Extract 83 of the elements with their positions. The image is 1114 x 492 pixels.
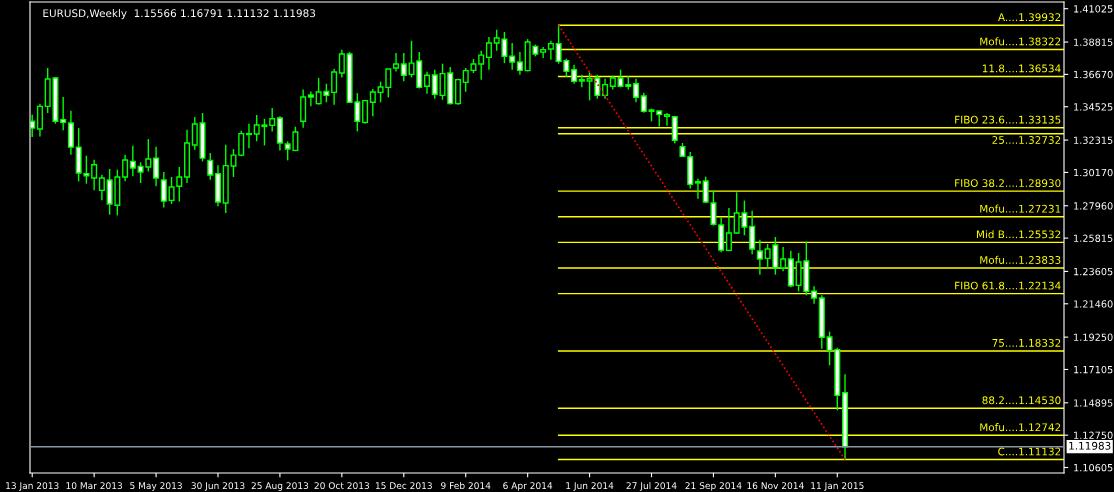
ref-line-label: C....1.11132 bbox=[998, 447, 1061, 456]
x-tick-label: 13 Jan 2013 bbox=[6, 482, 59, 491]
data-label: 1.11983 bbox=[1069, 441, 1111, 450]
ref-line-label: FIBO 23.6....1.33135 bbox=[955, 115, 1061, 124]
y-tick-label: 1.21460 bbox=[1074, 300, 1113, 308]
candlestick bbox=[602, 78, 609, 100]
y-tick-label: 1.12750 bbox=[1074, 431, 1113, 439]
x-tick-label: 1 Jun 2014 bbox=[566, 482, 614, 491]
candlestick bbox=[98, 173, 105, 202]
candlestick bbox=[91, 159, 98, 192]
ref-line-label: Mofu....1.12742 bbox=[980, 423, 1061, 432]
candlestick bbox=[671, 115, 678, 145]
candlestick bbox=[400, 52, 407, 83]
x-tick-label: 25 Aug 2013 bbox=[251, 482, 309, 491]
x-tick-label: 6 Apr 2014 bbox=[503, 482, 553, 491]
x-tick-label: 10 Mar 2013 bbox=[66, 482, 123, 490]
ref-line-label: 88.2....1.14530 bbox=[982, 396, 1061, 405]
candlestick bbox=[509, 42, 516, 71]
candlestick bbox=[478, 50, 485, 81]
candlestick bbox=[369, 88, 376, 118]
candlestick bbox=[578, 73, 585, 89]
x-tick-label: 21 Sep 2014 bbox=[685, 482, 742, 491]
ref-line-label: A....1.39932 bbox=[998, 13, 1061, 22]
candlestick bbox=[153, 145, 160, 187]
candlestick bbox=[269, 107, 276, 133]
y-tick-label: 1.25815 bbox=[1074, 234, 1113, 242]
candlestick bbox=[393, 52, 400, 73]
candlestick bbox=[307, 90, 314, 108]
y-tick-label: 1.30170 bbox=[1074, 168, 1113, 177]
candlestick bbox=[129, 145, 136, 178]
ref-line-label: 25....1.32732 bbox=[992, 136, 1061, 144]
ref-line-label: Mofu....1.23833 bbox=[980, 255, 1061, 264]
text: EURUSD,Weekly 1.15566 1.16791 1.11132 1.11983 bbox=[43, 9, 316, 20]
candlestick bbox=[780, 246, 787, 273]
candlestick bbox=[749, 210, 756, 256]
y-tick-label: 1.32315 bbox=[1074, 136, 1113, 144]
y-tick-label: 1.38815 bbox=[1074, 38, 1113, 46]
candlestick bbox=[238, 129, 245, 157]
candlestick bbox=[36, 102, 43, 138]
x-tick-label: 5 May 2013 bbox=[130, 482, 182, 491]
candlestick bbox=[207, 152, 214, 181]
candlestick bbox=[454, 78, 461, 106]
y-tick-label: 1.23605 bbox=[1074, 267, 1113, 276]
candlestick bbox=[122, 153, 129, 183]
ref-line-label: FIBO 38.2....1.28930 bbox=[955, 179, 1061, 188]
candlestick bbox=[338, 48, 345, 79]
candlestick bbox=[756, 238, 763, 276]
y-tick-label: 1.19250 bbox=[1074, 333, 1113, 341]
candlestick bbox=[725, 207, 732, 252]
candlestick bbox=[633, 78, 640, 103]
candlestick bbox=[571, 64, 578, 85]
y-tick-label: 1.36670 bbox=[1074, 70, 1113, 79]
candlestick bbox=[60, 96, 67, 132]
x-tick-label: 20 Oct 2013 bbox=[314, 482, 370, 490]
ref-line-label: 11.8....1.36534 bbox=[982, 64, 1061, 73]
candlestick bbox=[245, 123, 252, 149]
candlestick bbox=[423, 70, 431, 95]
ref-line-label: Mid B....1.25532 bbox=[976, 230, 1061, 239]
x-tick-label: 9 Feb 2014 bbox=[441, 482, 491, 490]
candlestick bbox=[516, 51, 523, 76]
x-tick-label: 27 Jul 2014 bbox=[626, 482, 677, 491]
ref-line-label: Mofu....1.27231 bbox=[980, 204, 1061, 213]
ref-line-label: Mofu....1.38322 bbox=[980, 37, 1061, 46]
x-tick-label: 30 Jun 2013 bbox=[191, 482, 245, 491]
candlestick bbox=[694, 178, 701, 200]
y-tick-label: 1.27960 bbox=[1074, 202, 1113, 210]
ref-line-label: FIBO 61.8....1.22134 bbox=[955, 281, 1061, 290]
candlestick bbox=[331, 67, 338, 106]
candlestick bbox=[547, 40, 554, 61]
x-tick-label: 11 Jan 2015 bbox=[811, 482, 864, 491]
candlestick bbox=[663, 112, 671, 127]
candlestick bbox=[540, 46, 547, 59]
x-tick-label: 15 Dec 2013 bbox=[375, 482, 432, 490]
y-tick-label: 1.14895 bbox=[1074, 399, 1113, 407]
y-tick-label: 1.41025 bbox=[1074, 5, 1113, 13]
y-tick-label: 1.10605 bbox=[1074, 463, 1113, 472]
ref-line-label: 75....1.18332 bbox=[992, 338, 1061, 347]
y-tick-label: 1.17105 bbox=[1074, 365, 1113, 374]
x-tick-label: 16 Nov 2014 bbox=[747, 482, 804, 490]
candlestick bbox=[160, 171, 167, 209]
candlestick bbox=[485, 36, 492, 71]
y-tick-label: 1.34525 bbox=[1074, 103, 1113, 111]
candlestick bbox=[191, 116, 198, 151]
